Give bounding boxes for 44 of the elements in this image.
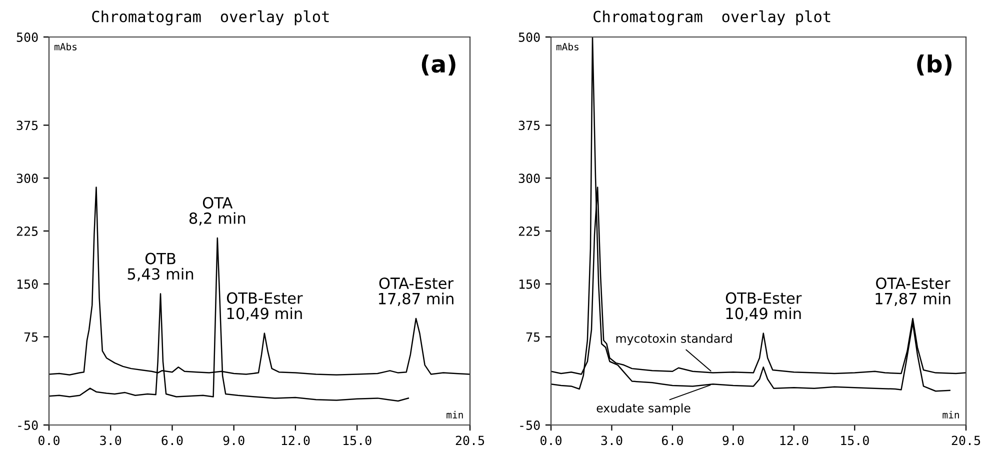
y-tick-label: 500 bbox=[16, 32, 38, 42]
y-tick-label: 500 bbox=[518, 32, 540, 42]
x-axis-title: min bbox=[446, 410, 463, 418]
y-tick-label: -50 bbox=[18, 420, 38, 430]
annotation: OTA-Ester 17,87 min bbox=[876, 277, 950, 306]
chart-title: Chromatogram overlay plot bbox=[92, 10, 329, 26]
y-tick-label: 150 bbox=[520, 279, 540, 289]
y-axis-title: mAbs bbox=[54, 42, 76, 50]
x-tick-label: 15.0 bbox=[344, 436, 372, 446]
y-tick-label: 300 bbox=[16, 174, 38, 184]
annotation: OTB 5,43 min bbox=[128, 252, 194, 282]
legend-label: exudate sample bbox=[596, 403, 690, 415]
y-tick-label: 300 bbox=[518, 174, 540, 184]
x-tick-label: 9.0 bbox=[223, 436, 244, 446]
series-label: mycotoxin standard bbox=[616, 334, 732, 346]
x-axis-title: min bbox=[942, 410, 959, 418]
y-axis-title: mAbs bbox=[556, 42, 578, 50]
x-tick-label: 20.5 bbox=[952, 436, 980, 446]
x-tick-label: 3.0 bbox=[100, 436, 122, 446]
y-tick-label: 375 bbox=[518, 120, 540, 130]
chart-title: Chromatogram overlay plot bbox=[594, 10, 830, 26]
y-tick-label: 375 bbox=[16, 120, 38, 130]
y-tick-label: 75 bbox=[526, 332, 540, 342]
y-tick-label: 225 bbox=[518, 226, 540, 236]
x-tick-label: 3.0 bbox=[601, 436, 622, 446]
y-tick-label: 225 bbox=[16, 226, 38, 236]
x-tick-label: 0.0 bbox=[540, 436, 562, 446]
annotation: OTB-Ester 10,49 min bbox=[226, 292, 303, 321]
annotation: OTB-Ester 10,49 min bbox=[726, 292, 802, 321]
x-tick-label: 15.0 bbox=[841, 436, 869, 446]
x-tick-label: 6.0 bbox=[662, 436, 683, 446]
annotation: (a) bbox=[422, 54, 456, 76]
annotation: OTA-Ester 17,87 min bbox=[378, 277, 454, 306]
x-tick-label: 0.0 bbox=[38, 436, 60, 446]
y-tick-label: 150 bbox=[18, 279, 38, 289]
x-tick-label: 9.0 bbox=[722, 436, 744, 446]
y-tick-label: -50 bbox=[520, 420, 540, 430]
x-tick-label: 20.5 bbox=[456, 436, 484, 446]
x-tick-label: 12.0 bbox=[780, 436, 808, 446]
x-tick-label: 6.0 bbox=[162, 436, 183, 446]
y-tick-label: 75 bbox=[24, 332, 38, 342]
annotation: (b) bbox=[917, 54, 952, 76]
annotation: OTA 8,2 min bbox=[189, 197, 246, 226]
x-tick-label: 12.0 bbox=[282, 436, 310, 446]
